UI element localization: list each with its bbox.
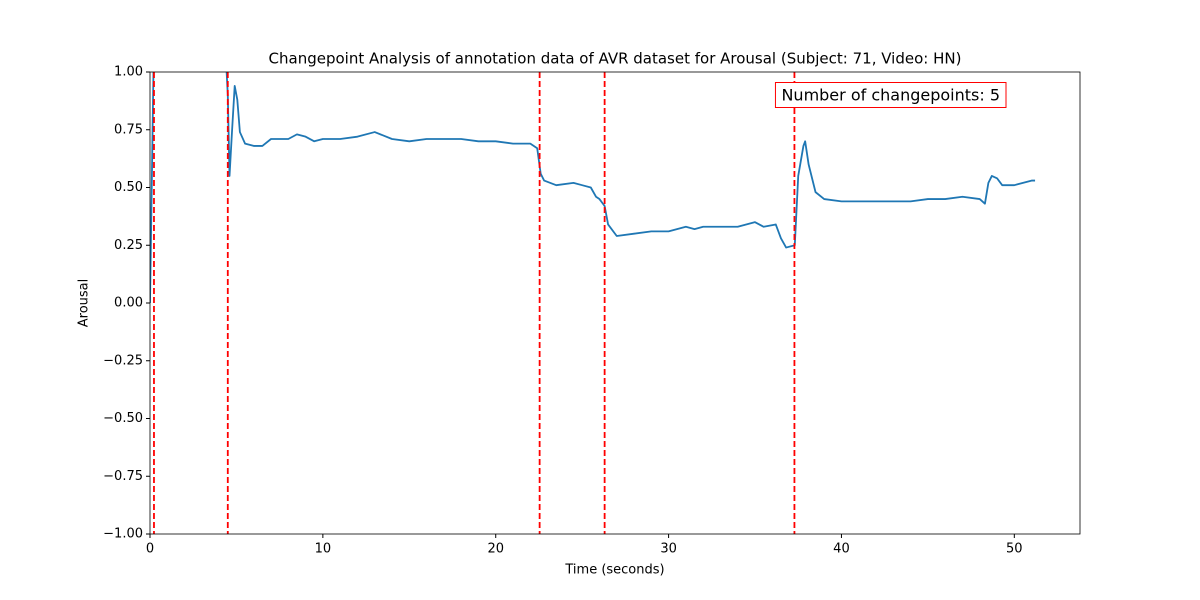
- annotation-box: [774, 82, 1007, 108]
- x-axis-label: Time (seconds): [564, 563, 664, 578]
- annotation: Number of changepoints: 5: [781, 86, 1000, 105]
- y-tick-label: −0.25: [103, 353, 143, 368]
- y-tick-label: −0.50: [103, 411, 143, 426]
- y-tick-label: 1.00: [114, 65, 143, 80]
- y-tick-label: −0.75: [103, 469, 143, 484]
- plot-frame: [149, 71, 1081, 535]
- x-tick-label: 50: [1006, 542, 1023, 557]
- axes: 0 10 20 30 40 50 −1.00 −0.75 −0.50 −0.25 0.00 0.25 0…: [103, 65, 1081, 557]
- y-axis-label: Arousal: [77, 279, 92, 328]
- x-tick-label: 20: [487, 542, 504, 557]
- x-tick-label: 0: [146, 542, 154, 557]
- y-tick-label: 0.00: [114, 296, 143, 311]
- y-tick-label: −1.00: [103, 527, 143, 542]
- y-tick-label: 0.25: [114, 238, 143, 253]
- series-line: [150, 72, 1036, 304]
- y-tick-label: 0.50: [114, 180, 143, 195]
- y-tick-label: 0.75: [114, 122, 143, 137]
- x-tick-label: 30: [660, 542, 677, 557]
- chart-title: Changepoint Analysis of annotation data …: [269, 50, 962, 68]
- x-tick-label: 10: [315, 542, 332, 557]
- x-tick-label: 40: [833, 542, 850, 557]
- plot-area: [150, 72, 1036, 534]
